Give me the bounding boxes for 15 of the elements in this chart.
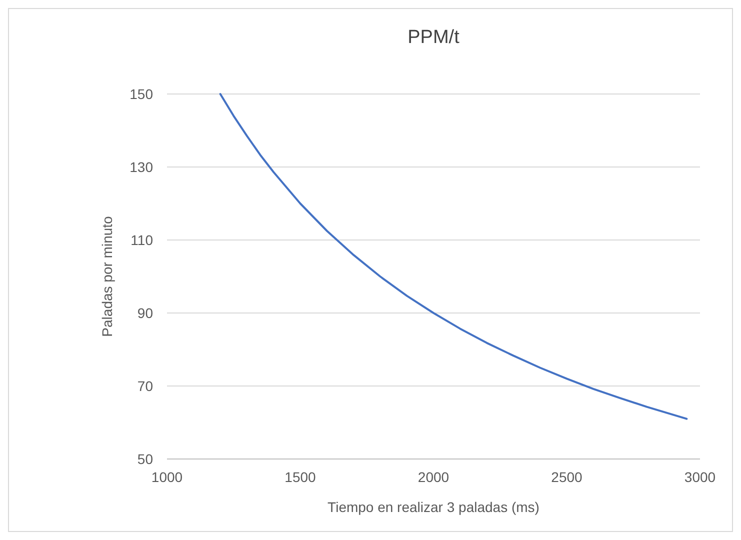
y-tick-label: 90 — [137, 304, 154, 321]
x-axis-title: Tiempo en realizar 3 paladas (ms) — [328, 499, 540, 515]
line-series — [219, 93, 688, 420]
y-tick-label: 70 — [137, 378, 154, 394]
x-tick-label: 1500 — [284, 469, 316, 485]
x-tick-label: 3000 — [684, 469, 716, 485]
y-axis-title: Paladas por minuto — [99, 216, 115, 337]
x-tick-label: 2500 — [551, 469, 583, 485]
y-tick-label: 50 — [137, 450, 154, 467]
x-tick-label: 1000 — [151, 469, 183, 485]
y-tick-label: 110 — [130, 232, 154, 248]
y-tick-label: 150 — [130, 86, 154, 102]
chart-title: PPM/t — [408, 27, 460, 48]
y-tick-label: 130 — [130, 158, 154, 175]
x-tick-label: 2000 — [418, 469, 450, 485]
